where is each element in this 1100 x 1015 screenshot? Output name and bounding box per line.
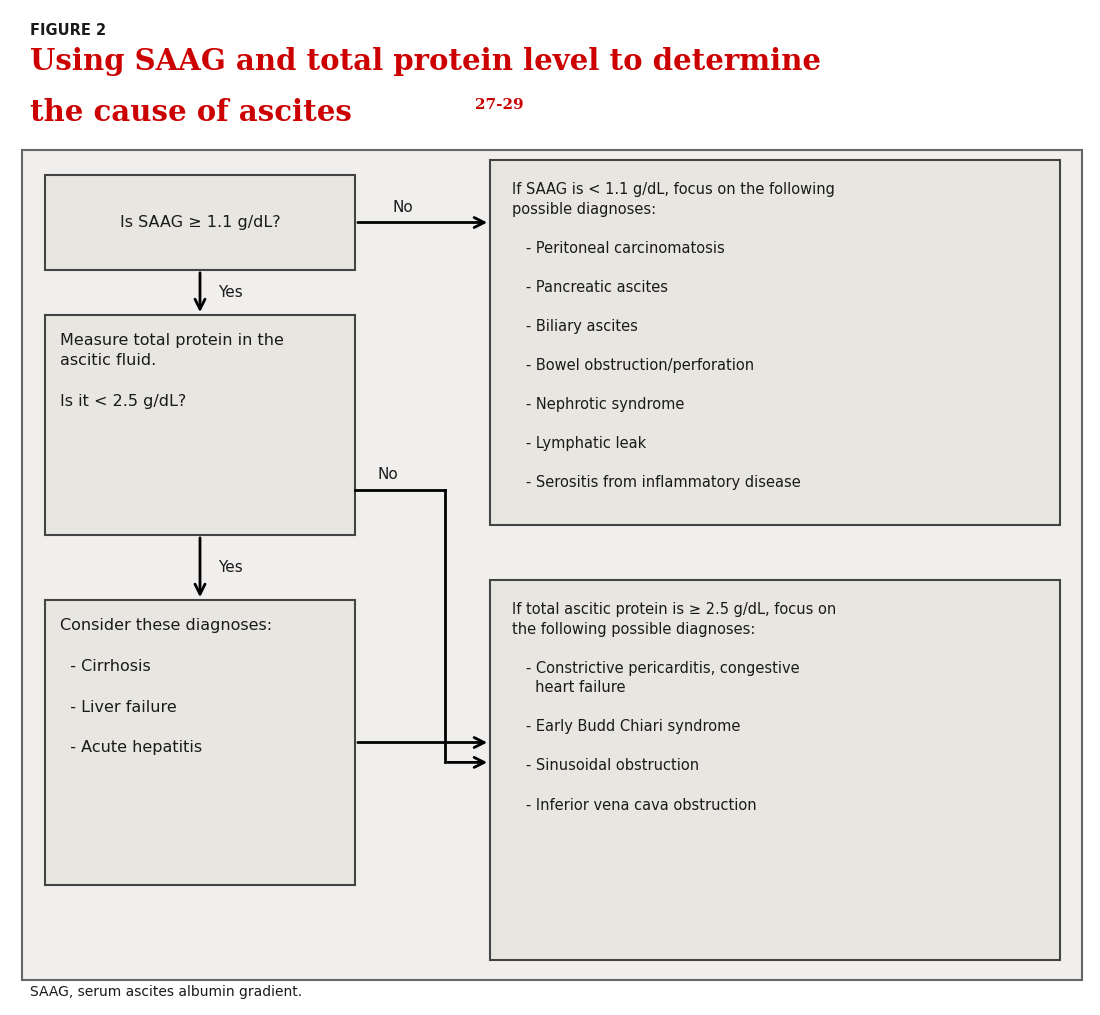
Bar [22, 150, 1082, 980]
Text: Consider these diagnoses:

  - Cirrhosis

  - Liver failure

  - Acute hepatitis: Consider these diagnoses: - Cirrhosis - … [60, 618, 272, 755]
Text: If total ascitic protein is ≥ 2.5 g/dL, focus on
the following possible diagnose: If total ascitic protein is ≥ 2.5 g/dL, … [512, 602, 836, 813]
Bar [45, 315, 355, 535]
Bar [490, 580, 1060, 960]
Text: 27-29: 27-29 [475, 98, 524, 112]
Text: Yes: Yes [218, 560, 243, 576]
Bar [45, 600, 355, 885]
Text: the cause of ascites: the cause of ascites [30, 98, 352, 127]
Text: No: No [377, 467, 398, 482]
Bar [45, 175, 355, 270]
Text: If SAAG is < 1.1 g/dL, focus on the following
possible diagnoses:

   - Peritone: If SAAG is < 1.1 g/dL, focus on the foll… [512, 182, 835, 490]
Text: No: No [392, 200, 412, 214]
Text: SAAG, serum ascites albumin gradient.: SAAG, serum ascites albumin gradient. [30, 985, 302, 999]
Text: Using SAAG and total protein level to determine: Using SAAG and total protein level to de… [30, 47, 821, 76]
Text: FIGURE 2: FIGURE 2 [30, 23, 106, 38]
Bar [490, 160, 1060, 525]
Text: Is SAAG ≥ 1.1 g/dL?: Is SAAG ≥ 1.1 g/dL? [120, 215, 280, 230]
Text: Yes: Yes [218, 285, 243, 300]
Text: Measure total protein in the
ascitic fluid.

Is it < 2.5 g/dL?: Measure total protein in the ascitic flu… [60, 333, 284, 409]
